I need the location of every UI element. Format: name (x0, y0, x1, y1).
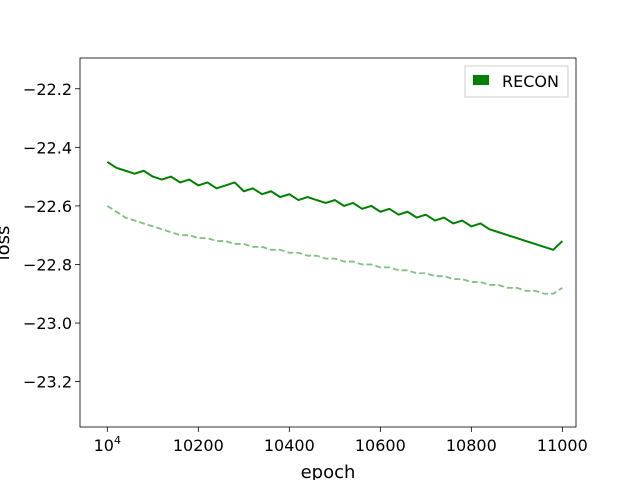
y-tick-label: −22.4 (23, 138, 72, 157)
legend-swatch-recon (473, 75, 489, 85)
plot-background (80, 58, 576, 427)
x-tick-label: 10200 (173, 436, 224, 455)
plot-area (80, 58, 576, 427)
legend-label-recon: RECON (502, 72, 559, 91)
y-tick-label: −23.0 (23, 314, 72, 333)
y-tick-label: −22.2 (23, 80, 72, 99)
y-tick-label: −23.2 (23, 373, 72, 392)
y-axis-label: loss (0, 226, 14, 261)
x-tick-label: 10400 (264, 436, 315, 455)
x-tick-label: 11000 (537, 436, 588, 455)
y-tick-label: −22.6 (23, 197, 72, 216)
x-tick-label: 10600 (355, 436, 406, 455)
x-axis-label: epoch (301, 462, 356, 480)
y-tick-label: −22.8 (23, 255, 72, 274)
x-tick-label: 10800 (446, 436, 497, 455)
legend: RECON (465, 66, 568, 97)
